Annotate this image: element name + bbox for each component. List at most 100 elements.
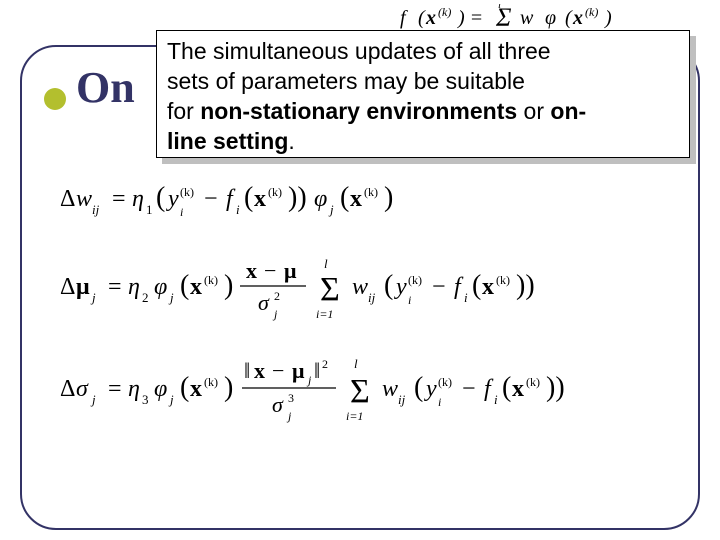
eq2-svg: Δ μ j = η 2 φ j ( x (k) ) x − μ σ 2 j Σ … <box>60 250 680 328</box>
svg-text:φ: φ <box>154 274 167 300</box>
svg-text:φ: φ <box>314 186 327 212</box>
svg-text:x: x <box>482 274 494 300</box>
svg-text:‖: ‖ <box>244 358 250 383</box>
svg-text:2: 2 <box>274 289 280 303</box>
eq3-svg: Δ σ j = η 3 φ j ( x (k) ) ‖ x − μ j ‖ 2 … <box>60 350 680 432</box>
svg-text:j: j <box>328 202 334 217</box>
svg-text:j: j <box>90 392 96 407</box>
equation-3: Δ σ j = η 3 φ j ( x (k) ) ‖ x − μ j ‖ 2 … <box>60 350 680 432</box>
equation-1: Δ w ij = η 1 ( y (k) i − f i ( x (k) )) … <box>60 176 680 222</box>
svg-text:i: i <box>408 293 411 307</box>
svg-text:3: 3 <box>142 392 149 407</box>
svg-text:Σ: Σ <box>320 271 340 308</box>
svg-text:f: f <box>484 376 494 402</box>
svg-text:‖: ‖ <box>314 358 320 383</box>
svg-text:−: − <box>462 376 476 402</box>
svg-text:l: l <box>498 4 501 11</box>
svg-text:(k): (k) <box>408 273 422 287</box>
svg-text:ij: ij <box>92 202 100 217</box>
eq1-svg: Δ w ij = η 1 ( y (k) i − f i ( x (k) )) … <box>60 176 480 222</box>
svg-text:j: j <box>272 307 278 321</box>
svg-text:w: w <box>520 7 534 29</box>
svg-text:(k): (k) <box>496 273 510 287</box>
svg-text:j: j <box>168 392 174 407</box>
svg-text:) =: ) = <box>457 7 483 29</box>
svg-text:Δ: Δ <box>60 274 75 300</box>
svg-text:w: w <box>352 274 368 300</box>
svg-text:(: ( <box>180 372 189 403</box>
svg-text:(: ( <box>156 182 165 213</box>
svg-text:): ) <box>224 372 233 403</box>
svg-text:−: − <box>264 258 276 283</box>
svg-text:ij: ij <box>368 290 376 305</box>
svg-text:=: = <box>108 376 122 402</box>
svg-text:(k): (k) <box>364 185 378 199</box>
svg-text:μ: μ <box>284 258 297 283</box>
callout-box: The simultaneous updates of all three se… <box>156 30 690 158</box>
svg-text:−: − <box>432 274 446 300</box>
svg-text:(k): (k) <box>438 5 451 19</box>
svg-text:i: i <box>180 205 183 219</box>
svg-text:y: y <box>424 376 437 402</box>
svg-text:η: η <box>132 186 144 212</box>
svg-text:f: f <box>226 186 236 212</box>
svg-text:(: ( <box>180 270 189 301</box>
svg-text:(k): (k) <box>204 273 218 287</box>
svg-text:Σ: Σ <box>350 373 370 410</box>
svg-text:)): )) <box>546 372 565 403</box>
svg-text:w: w <box>76 186 92 212</box>
svg-text:η: η <box>128 376 140 402</box>
svg-text:(: ( <box>384 270 393 301</box>
callout-bold1: non-stationary environments <box>200 98 517 124</box>
callout-bold2b: line setting <box>167 128 288 154</box>
svg-text:y: y <box>166 186 179 212</box>
svg-text:(: ( <box>565 7 573 29</box>
slide-title-partial: On <box>76 62 135 113</box>
svg-text:f: f <box>400 7 408 29</box>
svg-text:(: ( <box>418 7 426 29</box>
equations-block: Δ w ij = η 1 ( y (k) i − f i ( x (k) )) … <box>60 176 680 460</box>
callout-bold2a: on- <box>550 98 586 124</box>
svg-text:(: ( <box>340 182 349 213</box>
svg-text:i: i <box>236 202 240 217</box>
svg-text:j: j <box>286 409 292 423</box>
svg-text:(: ( <box>472 270 481 301</box>
svg-text:i: i <box>494 392 498 407</box>
equation-2: Δ μ j = η 2 φ j ( x (k) ) x − μ σ 2 j Σ … <box>60 250 680 328</box>
svg-text:(: ( <box>502 372 511 403</box>
svg-text:x: x <box>190 376 202 402</box>
svg-text:2: 2 <box>142 290 149 305</box>
svg-text:=: = <box>112 186 126 212</box>
callout-line4b: . <box>288 128 294 154</box>
svg-text:−: − <box>204 186 218 212</box>
svg-text:μ: μ <box>76 274 90 300</box>
svg-text:)): )) <box>516 270 535 301</box>
svg-text:): ) <box>224 270 233 301</box>
svg-text:i: i <box>438 395 441 409</box>
svg-text:ij: ij <box>398 392 406 407</box>
callout-line3c: or <box>517 98 550 124</box>
svg-text:w: w <box>382 376 398 402</box>
callout-line3a: for <box>167 98 200 124</box>
svg-text:i: i <box>464 290 468 305</box>
svg-text:l: l <box>354 356 358 371</box>
svg-text:j: j <box>90 290 96 305</box>
svg-text:x: x <box>190 274 202 300</box>
svg-text:)): )) <box>288 182 307 213</box>
svg-text:f: f <box>454 274 464 300</box>
callout-line2: sets of parameters may be suitable <box>167 68 525 94</box>
svg-text:y: y <box>394 274 407 300</box>
svg-text:Δ: Δ <box>60 376 75 402</box>
svg-text:(k): (k) <box>204 375 218 389</box>
svg-text:l: l <box>324 256 328 271</box>
svg-text:3: 3 <box>288 391 294 405</box>
svg-text:σ: σ <box>272 392 284 417</box>
svg-text:Δ: Δ <box>60 186 75 212</box>
svg-text:μ: μ <box>292 358 305 383</box>
svg-text:φ: φ <box>545 7 556 29</box>
svg-text:(k): (k) <box>438 375 452 389</box>
svg-text:x: x <box>254 358 265 383</box>
accent-dot <box>44 88 66 110</box>
svg-text:1: 1 <box>146 202 153 217</box>
svg-text:σ: σ <box>258 290 270 315</box>
